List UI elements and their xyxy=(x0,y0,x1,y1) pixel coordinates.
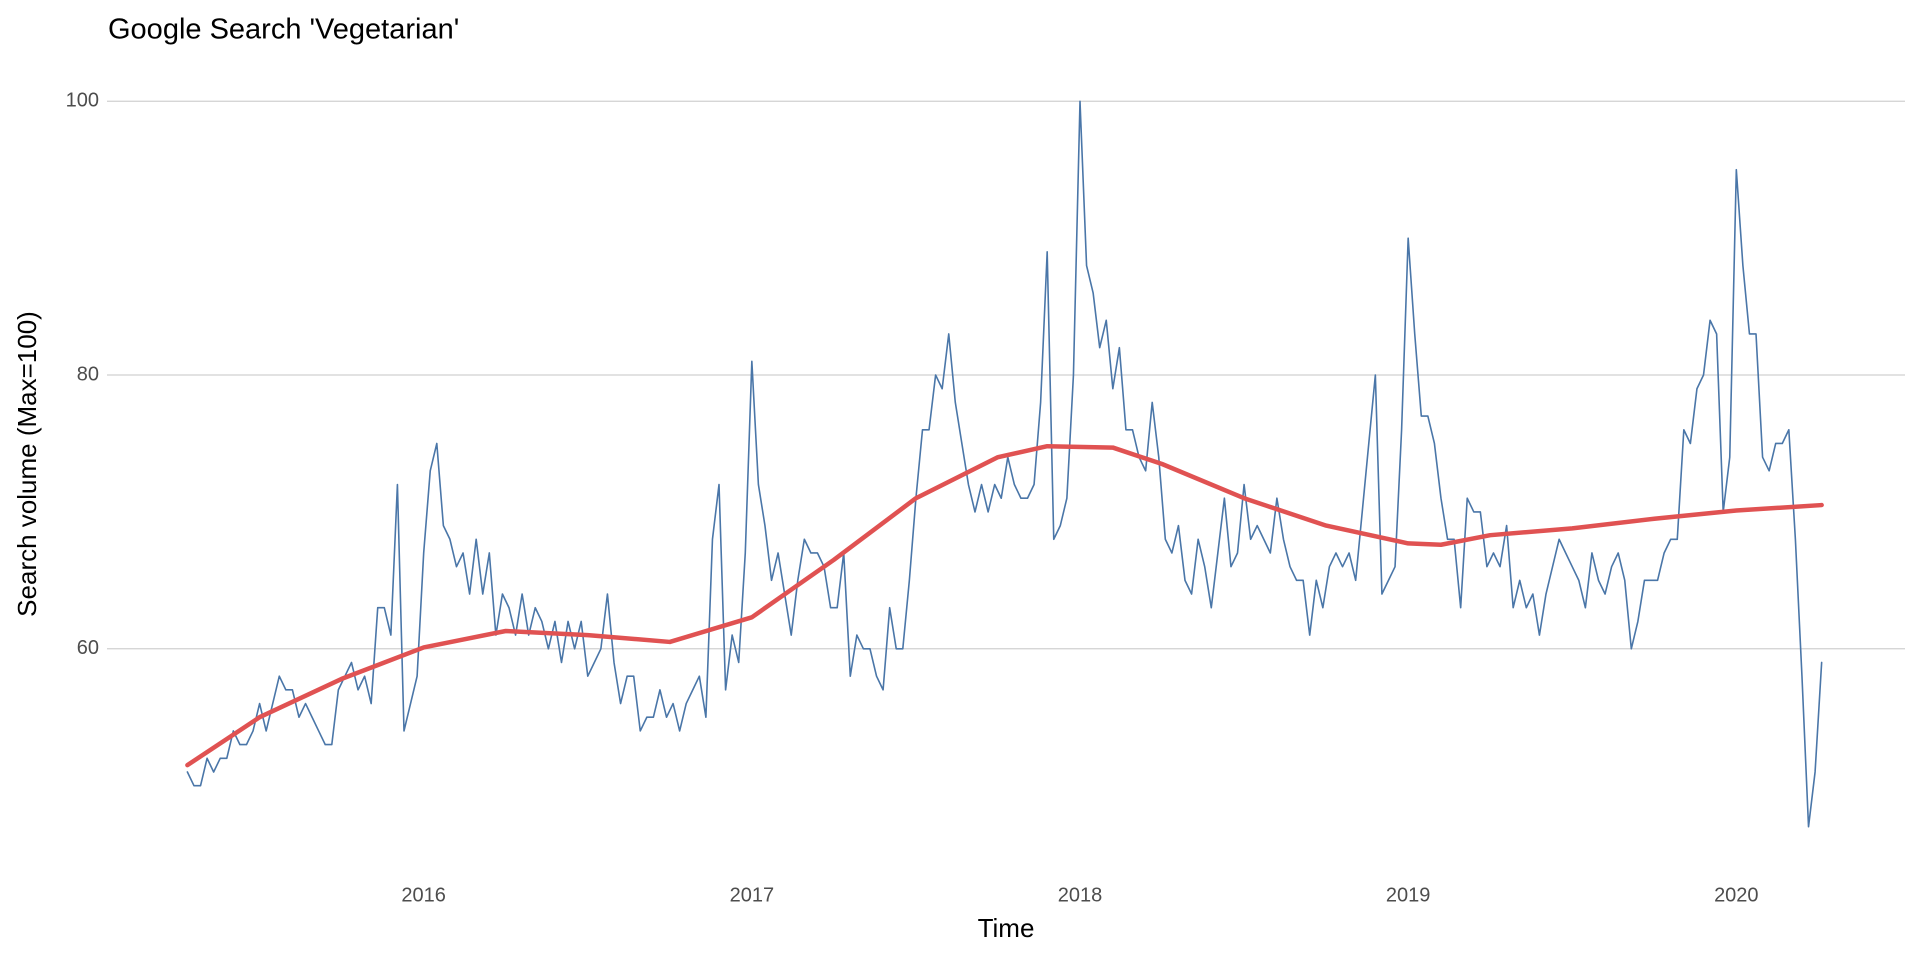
y-axis-title: Search volume (Max=100) xyxy=(12,311,42,617)
x-tick-label: 2019 xyxy=(1386,884,1431,906)
chart-title: Google Search 'Vegetarian' xyxy=(108,14,459,46)
y-tick-label: 80 xyxy=(77,363,99,385)
y-tick-label: 100 xyxy=(66,90,99,112)
x-tick-label: 2018 xyxy=(1058,884,1103,906)
y-tick-label: 60 xyxy=(77,637,99,659)
trend-line xyxy=(185,443,1824,768)
search-line xyxy=(186,100,1823,828)
x-tick-label: 2020 xyxy=(1714,884,1759,906)
x-tick-label: 2016 xyxy=(401,884,446,906)
x-tick-label: 2017 xyxy=(730,884,775,906)
x-axis-title: Time xyxy=(978,913,1035,943)
